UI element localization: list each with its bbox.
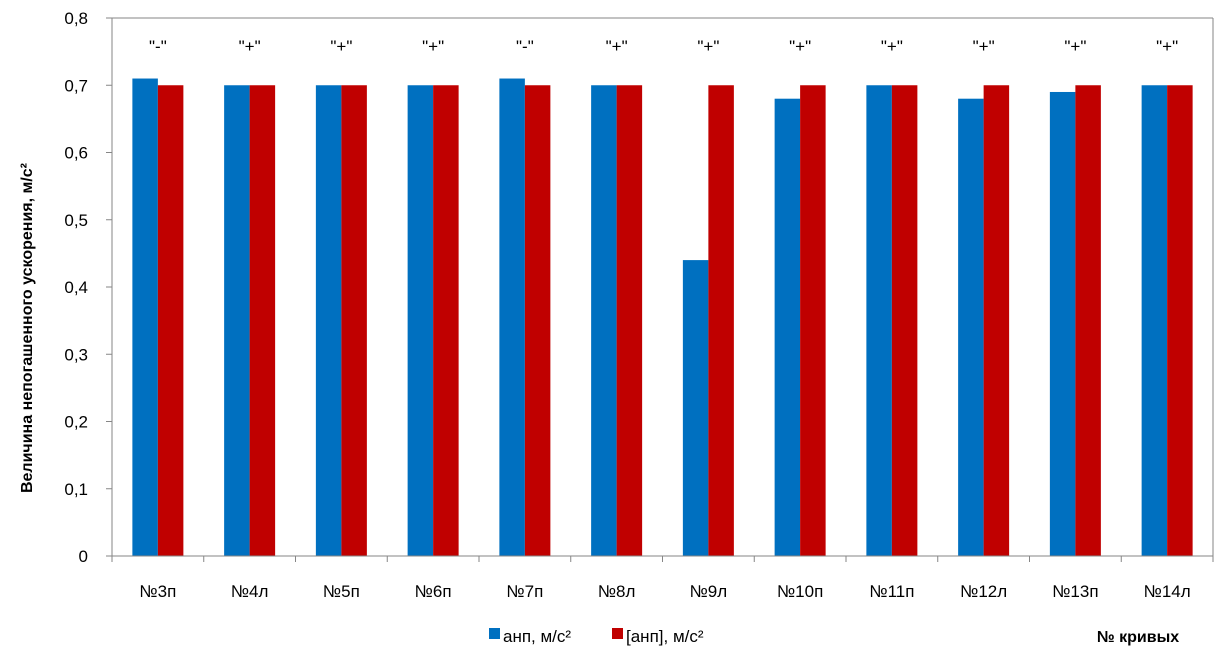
group-annotation: "+" <box>606 37 628 56</box>
group-annotation: "-" <box>516 37 534 56</box>
y-tick-label: 0,3 <box>64 345 88 364</box>
bar-series-1 <box>224 85 250 556</box>
y-tick-label: 0,6 <box>64 144 88 163</box>
bar-series-2 <box>1075 85 1101 556</box>
x-tick-label: №9л <box>690 582 728 601</box>
group-annotation: "+" <box>1064 37 1086 56</box>
bar-series-1 <box>132 78 158 557</box>
group-annotation: "+" <box>422 37 444 56</box>
x-tick-label: №4л <box>231 582 269 601</box>
y-tick-label: 0 <box>79 547 88 566</box>
y-tick-label: 0,7 <box>64 76 88 95</box>
group-annotation: "+" <box>973 37 995 56</box>
y-axis-label: Величина непогашенного ускорения, м/с² <box>19 163 36 493</box>
bar-series-1 <box>499 78 525 557</box>
x-axis-label: № кривых <box>1097 629 1179 646</box>
bars-layer <box>132 78 1193 557</box>
bar-series-2 <box>800 85 826 556</box>
bar-series-1 <box>315 85 342 556</box>
x-tick-label: №13п <box>1052 582 1098 601</box>
group-annotation: "+" <box>330 37 352 56</box>
bar-series-1 <box>866 85 892 556</box>
legend-swatch-series-2 <box>612 628 623 639</box>
bar-series-2 <box>616 85 643 556</box>
y-tick-label: 0,8 <box>64 9 88 28</box>
legend-label-series-2: [анп], м/с² <box>626 627 704 646</box>
bar-series-2 <box>341 85 367 556</box>
bar-series-1 <box>958 98 984 556</box>
bar-series-1 <box>591 85 617 556</box>
legend: анп, м/с² [анп], м/с² <box>489 627 704 646</box>
legend-label-series-1: анп, м/с² <box>503 627 571 646</box>
bar-series-1 <box>682 260 709 556</box>
axes-layer: 0 0,1 0,2 0,3 0,4 0,5 0,6 0,7 0,8 №3п №4л №5п №6п №7п… <box>64 9 1214 601</box>
bar-series-1 <box>1141 85 1168 556</box>
bar-series-2 <box>249 85 276 556</box>
bar-series-2 <box>891 85 918 556</box>
annotations-layer: "-" "+" "+" "+" "-" "+" "+" "+" "+" "+" "+" "+" <box>149 37 1178 56</box>
group-annotation: "-" <box>149 37 167 56</box>
bar-series-2 <box>708 85 734 556</box>
bar-series-2 <box>524 85 551 556</box>
x-tick-label: №12л <box>960 582 1007 601</box>
x-tick-label: №7п <box>506 582 543 601</box>
legend-swatch-series-1 <box>489 628 500 639</box>
x-tick-label: №11п <box>869 582 914 601</box>
bar-series-1 <box>407 85 434 556</box>
y-tick-label: 0,1 <box>64 480 88 499</box>
x-tick-label: №14л <box>1144 582 1191 601</box>
group-annotation: "+" <box>1156 37 1178 56</box>
bar-series-2 <box>983 85 1010 556</box>
group-annotation: "+" <box>789 37 811 56</box>
bar-series-2 <box>433 85 459 556</box>
group-annotation: "+" <box>239 37 261 56</box>
y-tick-label: 0,5 <box>64 211 88 230</box>
bar-series-2 <box>1167 85 1193 556</box>
x-tick-label: №8л <box>598 582 636 601</box>
x-tick-label: №10п <box>777 582 823 601</box>
bar-series-1 <box>774 98 801 556</box>
y-tick-label: 0,2 <box>64 413 88 432</box>
group-annotation: "+" <box>881 37 903 56</box>
x-tick-label: №6п <box>415 582 452 601</box>
y-tick-label: 0,4 <box>64 278 88 297</box>
x-tick-label: №3п <box>139 582 176 601</box>
bar-series-1 <box>1049 91 1076 556</box>
group-annotation: "+" <box>697 37 719 56</box>
bar-series-2 <box>157 85 184 556</box>
x-tick-label: №5п <box>323 582 360 601</box>
